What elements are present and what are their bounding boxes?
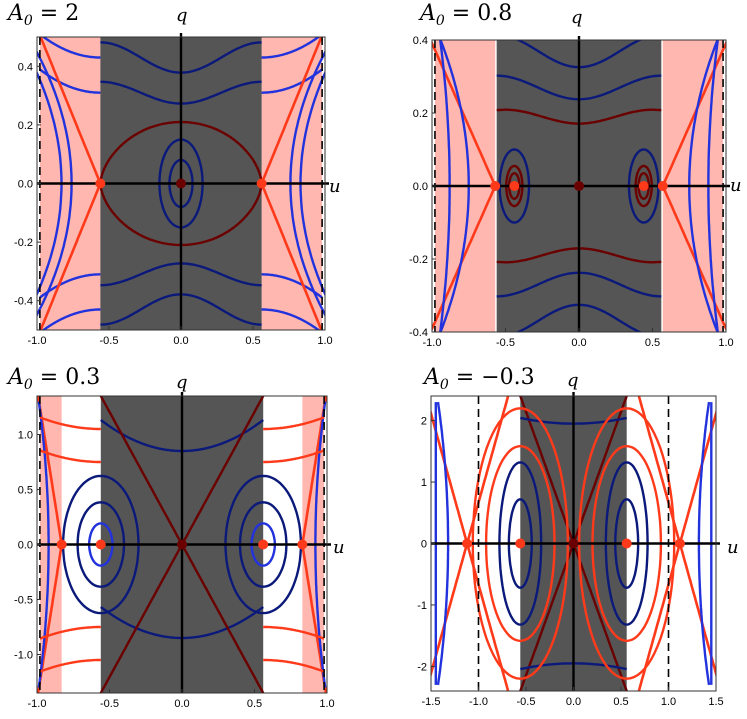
fixed-point [674, 538, 685, 549]
fixed-point [258, 539, 269, 550]
y-tick-label: -0.5 [14, 595, 33, 607]
x-tick-label: -0.5 [517, 696, 536, 708]
x-tick-label: 1.0 [319, 698, 334, 710]
fixed-point [568, 538, 579, 549]
panel-a0-2: A0 = 2 -1.0 -0.5 0.0 0.5 1.0 -0.4 -0.2 0.0 0.2 0.… [6, 1, 341, 347]
y-axis-label: q [176, 5, 188, 26]
x-tick-label: -1.0 [28, 335, 47, 347]
panel-a0-0-8: A0 = 0.8 -1.0 -0.5 0.0 0.5 1.0 -0.4 -0.2 0.0 0.2… [409, 1, 742, 349]
y-tick-label: 0.0 [18, 179, 33, 191]
x-tick-label: -0.5 [100, 335, 119, 347]
fixed-point [95, 539, 106, 550]
fixed-point [509, 181, 520, 191]
trajectory-curve [39, 68, 101, 94]
y-tick-label: 0.4 [18, 61, 33, 73]
y-tick-label: 0.5 [18, 485, 33, 497]
y-tick-label: -0.2 [14, 237, 33, 249]
x-axis-label: u [727, 537, 739, 558]
x-tick-label: -1.0 [469, 696, 488, 708]
x-tick-label: 0.5 [613, 696, 628, 708]
panel-title: A0 = 0.3 [6, 365, 100, 393]
trajectory-curve [39, 625, 101, 640]
trajectory-curve [39, 273, 101, 299]
x-tick-label: -0.5 [496, 337, 515, 349]
panel-a0-neg-0-3: A0 = −0.3 -1.5 -1.0 -0.5 0.0 0.5 1.0 1.5 -2 -1 0 1… [417, 365, 738, 708]
y-tick-label: 2 [421, 416, 427, 428]
y-tick-label: 1.0 [18, 430, 33, 442]
y-tick-label: -0.4 [409, 327, 428, 339]
y-tick-label: 0.0 [413, 181, 428, 193]
x-axis-label: u [730, 175, 742, 196]
fixed-point [657, 181, 668, 191]
trajectory-curve [39, 416, 101, 431]
y-tick-label: 0.4 [413, 35, 428, 47]
trajectory-curve [41, 37, 101, 59]
x-tick-label: -1.0 [28, 698, 47, 710]
plot-area: -1.0 -0.5 0.0 0.5 1.0 -0.4 -0.2 0.0 0.2 0.4 [409, 35, 734, 349]
y-tick-label: 1 [421, 477, 427, 489]
trajectory-curve [263, 416, 325, 431]
trajectory-curve [41, 308, 101, 330]
x-tick-label: 0.0 [173, 335, 188, 347]
fixed-point [297, 539, 308, 550]
y-axis-label: q [571, 7, 583, 28]
y-tick-label: 0.2 [413, 108, 428, 120]
y-tick-label: -2 [417, 661, 427, 673]
y-tick-label: -0.2 [409, 254, 428, 266]
trajectory-curve [263, 658, 325, 673]
x-tick-label: 1.5 [708, 696, 723, 708]
trajectory-curve [261, 37, 321, 59]
fixed-point [574, 181, 584, 191]
fixed-point [515, 538, 526, 549]
panel-title: A0 = 0.8 [418, 1, 512, 29]
trajectory-curve [263, 449, 325, 464]
trajectory-curve [261, 308, 321, 330]
x-tick-label: 1.0 [317, 335, 332, 347]
fixed-point [462, 538, 473, 549]
fixed-point [621, 538, 632, 549]
x-tick-label: 0.0 [571, 337, 586, 349]
y-tick-label: -1.0 [14, 650, 33, 662]
plot-area: -1.0 -0.5 0.0 0.5 1.0 -1.0 -0.5 0.0 0.5 1.0 [14, 392, 335, 710]
trajectory-curve [39, 449, 101, 464]
panel-a0-0-3: A0 = 0.3 -1.0 -0.5 0.0 0.5 1.0 -1.0 -0.5 0.0 0.5… [6, 365, 345, 710]
y-tick-label: -1 [417, 600, 427, 612]
fixed-point [56, 539, 67, 550]
fixed-point [177, 539, 187, 550]
x-tick-label: 0.5 [247, 698, 262, 710]
y-tick-label: 0.2 [18, 120, 33, 132]
trajectory-curve [263, 625, 325, 640]
y-tick-label: 0.0 [18, 540, 33, 552]
y-axis-label: q [567, 370, 579, 391]
y-axis-label: q [176, 372, 188, 393]
plot-area: -1.0 -0.5 0.0 0.5 1.0 -0.4 -0.2 0.0 0.2 0.4 [14, 33, 333, 347]
x-tick-label: -0.5 [100, 698, 119, 710]
x-tick-label: 1.0 [661, 696, 676, 708]
x-tick-label: 0.0 [566, 696, 581, 708]
panel-title: A0 = −0.3 [422, 365, 535, 393]
y-tick-label: -0.4 [14, 296, 33, 308]
x-tick-label: 1.0 [718, 337, 733, 349]
fixed-point [95, 178, 106, 189]
x-axis-label: u [329, 176, 341, 197]
trajectory-curve [261, 273, 323, 299]
y-tick-label: 0 [421, 539, 427, 551]
fixed-point [256, 178, 267, 189]
trajectory-curve [39, 658, 101, 673]
plot-area: -1.5 -1.0 -0.5 0.0 0.5 1.0 1.5 -2 -1 0 1 2 [417, 392, 724, 708]
x-tick-label: -1.5 [422, 696, 441, 708]
fixed-point [638, 181, 649, 191]
x-tick-label: -1.0 [423, 337, 442, 349]
fixed-point [490, 181, 501, 191]
x-tick-label: 0.5 [245, 335, 260, 347]
trajectory-curve [261, 68, 323, 94]
fixed-point [176, 178, 186, 189]
x-axis-label: u [333, 537, 345, 558]
x-tick-label: 0.0 [174, 698, 189, 710]
panel-title: A0 = 2 [6, 1, 79, 29]
x-tick-label: 0.5 [645, 337, 660, 349]
